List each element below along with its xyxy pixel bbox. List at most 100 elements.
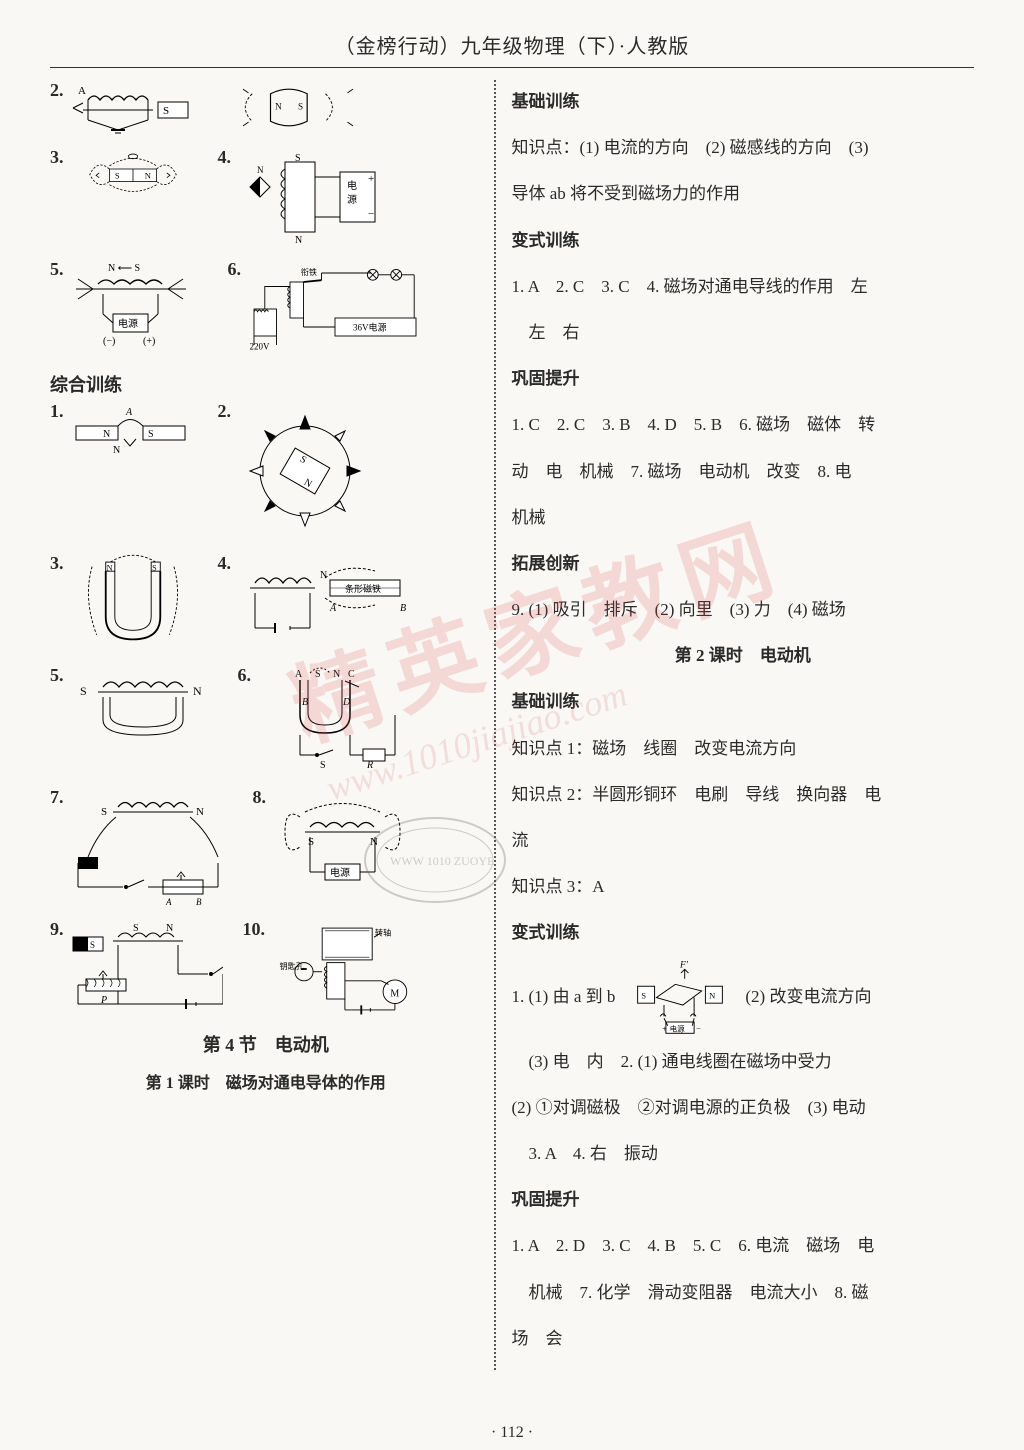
kp2-3: 知识点 3：A xyxy=(512,865,974,909)
figz5-solenoid-ns-icon: S N xyxy=(68,665,218,750)
gg3: 机械 xyxy=(512,496,974,540)
hdr-jichu2: 基础训练 xyxy=(512,680,974,724)
figz8-solenoid-field-ps-icon: S N 电源 xyxy=(270,787,420,902)
motor-diagram-icon: F' S N 电源 + − xyxy=(625,958,735,1038)
figz7-electromagnet-rheostat-icon: S N A B xyxy=(68,787,233,907)
fig-num-z6: 6. xyxy=(238,665,252,686)
svg-text:条形磁铁: 条形磁铁 xyxy=(345,583,381,594)
fig-num-z8: 8. xyxy=(253,787,267,808)
svg-text:N: N xyxy=(710,990,716,1000)
kp2-1: 知识点 1：磁场 线圈 改变电流方向 xyxy=(512,727,974,771)
svg-text:电源: 电源 xyxy=(330,866,350,879)
fig-num-z1: 1. xyxy=(50,401,64,422)
svg-text:D: D xyxy=(342,697,351,708)
svg-text:S: S xyxy=(80,684,87,698)
svg-text:N: N xyxy=(106,563,112,572)
svg-text:S: S xyxy=(163,105,169,117)
hdr-bianshi: 变式训练 xyxy=(512,219,974,263)
svg-text:N: N xyxy=(257,165,264,175)
figz3-horseshoe-icon: N S xyxy=(68,553,198,653)
lesson2-title: 第 2 课时 电动机 xyxy=(512,634,974,678)
svg-text:A: A xyxy=(295,669,303,680)
section-zonghe: 综合训练 xyxy=(50,371,482,397)
svg-text:+: + xyxy=(663,1023,668,1033)
svg-text:S: S xyxy=(133,923,139,934)
svg-text:N: N xyxy=(275,101,282,111)
kp-line: 知识点：(1) 电流的方向 (2) 磁感线的方向 (3) xyxy=(512,126,974,170)
page-title: （金榜行动）九年级物理（下）·人教版 xyxy=(50,30,974,59)
fig-num-z2: 2. xyxy=(218,401,232,422)
hdr-gonggu: 巩固提升 xyxy=(512,357,974,401)
svg-text:S: S xyxy=(148,429,154,440)
bs2-3: (3) 电 内 2. (1) 通电线圈在磁场中受力 xyxy=(512,1040,974,1084)
fig4-solenoid-compass-icon: N S N 电 源 + − xyxy=(235,147,385,247)
content-area: 2. A S N S xyxy=(50,80,974,1400)
figz4-solenoid-barmagnet-icon: N 条形磁铁 A B xyxy=(235,553,415,653)
bs2-2: (2) 改变电流方向 xyxy=(745,975,871,1019)
gg2-2: 机械 7. 化学 滑动变阻器 电流大小 8. 磁 xyxy=(512,1271,974,1315)
svg-text:电源: 电源 xyxy=(118,317,138,330)
fig6-relay-circuit-icon: 220V 衔铁 36V电源 xyxy=(245,259,425,359)
column-divider xyxy=(494,80,496,1370)
svg-text:A: A xyxy=(125,407,133,418)
svg-text:F': F' xyxy=(679,960,689,970)
hdr-tuozhan: 拓展创新 xyxy=(512,542,974,586)
svg-text:R: R xyxy=(366,760,373,771)
bs2-4: (2) ①对调磁极 ②对调电源的正负极 (3) 电动 xyxy=(512,1086,974,1130)
svg-text:衔铁: 衔铁 xyxy=(301,267,317,277)
svg-text:C: C xyxy=(348,669,355,680)
svg-text:S: S xyxy=(114,170,119,180)
bs2-row: 1. (1) 由 a 到 b F' S N 电源 + − (2) 改变电流方向 xyxy=(512,958,974,1038)
svg-text:N: N xyxy=(193,684,202,698)
svg-text:S: S xyxy=(308,836,314,848)
svg-text:N: N xyxy=(370,836,378,848)
kp2-2: 知识点 2：半圆形铜环 电刷 导线 换向器 电 xyxy=(512,773,974,817)
page-number: · 112 · xyxy=(0,1424,1024,1442)
svg-text:+: + xyxy=(368,173,374,185)
svg-text:N: N xyxy=(166,923,173,934)
fig5-solenoid-poles-icon: N ⟵ S 电源 (−) (+) xyxy=(68,259,208,354)
fig-num-3: 3. xyxy=(50,147,64,168)
svg-text:N: N xyxy=(113,445,120,456)
bs1b: 左 右 xyxy=(512,311,974,355)
section4-sub: 第 1 课时 磁场对通电导体的作用 xyxy=(50,1069,482,1093)
figz10-lock-motor-icon: 转轴 钥匙孔 M xyxy=(269,919,439,1019)
svg-text:36V电源: 36V电源 xyxy=(353,322,387,333)
svg-text:(+): (+) xyxy=(143,336,155,347)
fig3-barmagnet-field-icon: S N xyxy=(68,147,198,202)
svg-text:转轴: 转轴 xyxy=(375,927,391,937)
fig-num-5: 5. xyxy=(50,259,64,280)
svg-text:B: B xyxy=(302,697,308,708)
svg-text:N: N xyxy=(103,429,110,440)
svg-text:220V: 220V xyxy=(250,342,271,352)
svg-text:N: N xyxy=(196,806,204,818)
svg-text:N: N xyxy=(144,170,151,180)
svg-text:B: B xyxy=(196,897,202,907)
fig2-solenoid-magnet-icon: A S xyxy=(68,80,198,135)
fig-num-z10: 10. xyxy=(243,919,266,940)
kp-line2: 导体 ab 将不受到磁场力的作用 xyxy=(512,172,974,216)
left-column: 2. A S N S xyxy=(50,80,494,1400)
svg-text:S: S xyxy=(315,669,321,680)
svg-text:N ⟵ S: N ⟵ S xyxy=(108,263,140,274)
svg-text:S: S xyxy=(101,806,107,818)
svg-text:N: N xyxy=(333,669,340,680)
gg2-1: 1. A 2. D 3. C 4. B 5. C 6. 电流 磁场 电 xyxy=(512,1224,974,1268)
kp2-2b: 流 xyxy=(512,819,974,863)
svg-text:N: N xyxy=(320,570,327,581)
bs1: 1. A 2. C 3. C 4. 磁场对通电导线的作用 左 xyxy=(512,265,974,309)
svg-text:N: N xyxy=(295,235,302,246)
section4-title: 第 4 节 电动机 xyxy=(50,1031,482,1057)
fig2b-horseshoe-field-icon: N S xyxy=(218,80,378,135)
gg2: 动 电 机械 7. 磁场 电动机 改变 8. 电 xyxy=(512,450,974,494)
fig-num-2: 2. xyxy=(50,80,64,101)
figz9-magnet-solenoid-rheostat-icon: S S N xyxy=(68,919,223,1019)
svg-text:A: A xyxy=(165,897,172,907)
fig-num-z3: 3. xyxy=(50,553,64,574)
svg-text:(−): (−) xyxy=(103,336,115,347)
svg-text:S: S xyxy=(298,101,303,111)
svg-text:B: B xyxy=(400,603,406,614)
svg-text:A: A xyxy=(78,85,86,97)
bs2-5: 3. A 4. 右 振动 xyxy=(512,1132,974,1176)
svg-text:S: S xyxy=(295,153,301,164)
